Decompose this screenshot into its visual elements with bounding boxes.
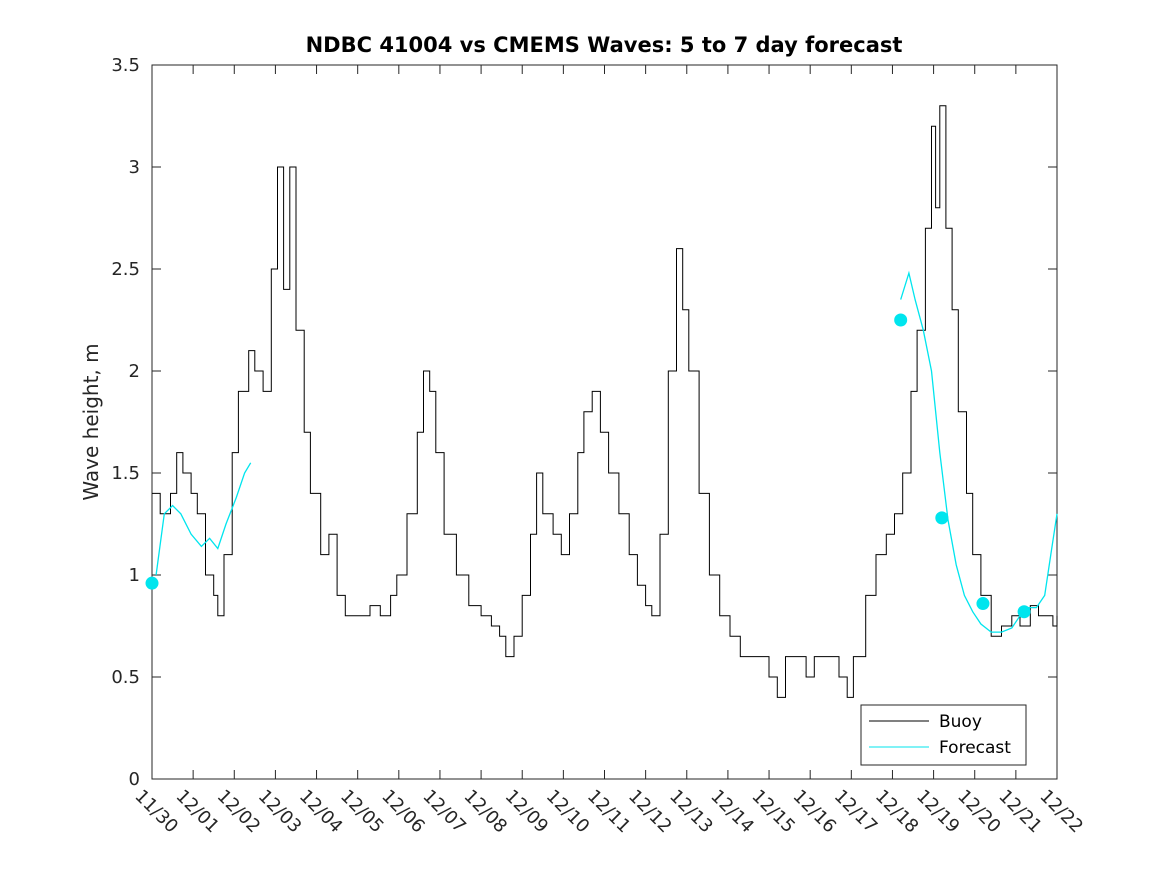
legend: Buoy Forecast (860, 704, 1027, 766)
forecast-line (900, 270, 1058, 633)
y-axis-label: Wave height, m (79, 343, 103, 500)
forecast-marker (1017, 605, 1031, 619)
legend-buoy-label: Buoy (939, 712, 982, 732)
y-tick-label: 3.5 (111, 55, 140, 76)
legend-forecast-label: Forecast (939, 738, 1011, 758)
forecast-marker (935, 511, 949, 525)
y-tick-label: 0.5 (111, 667, 140, 688)
y-tick-label: 0 (129, 769, 140, 790)
y-tick-label: 1.5 (111, 463, 140, 484)
forecast-marker (145, 576, 159, 590)
forecast-marker (894, 313, 908, 327)
legend-box (860, 704, 1027, 766)
buoy-line (152, 105, 1058, 698)
y-tick-label: 1 (129, 565, 140, 586)
y-tick-label: 2.5 (111, 259, 140, 280)
y-axis: 0 0.5 1 1.5 2 2.5 3 3.5 (111, 55, 1057, 790)
y-tick-label: 3 (129, 157, 140, 178)
series-layer (145, 105, 1058, 698)
plot-area (151, 64, 1058, 780)
forecast-marker (976, 597, 990, 611)
chart-title: NDBC 41004 vs CMEMS Waves: 5 to 7 day fo… (306, 33, 903, 57)
y-tick-label: 2 (129, 361, 140, 382)
forecast-line (155, 462, 252, 576)
